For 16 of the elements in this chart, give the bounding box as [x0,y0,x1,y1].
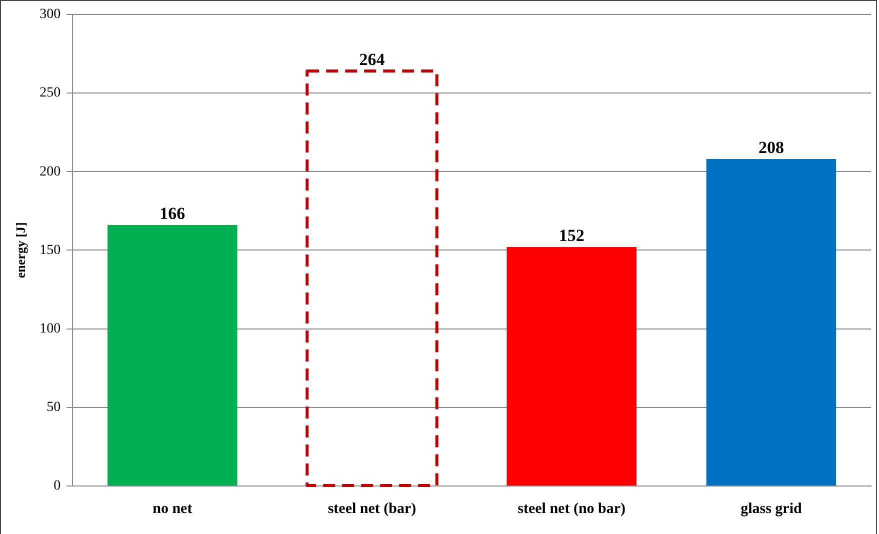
data-label: 208 [758,138,784,157]
y-tick-label: 150 [40,242,61,258]
x-tick-label: glass grid [740,500,802,517]
data-label: 166 [160,204,186,223]
x-tick-label: no net [152,500,192,517]
x-tick-label: steel net (no bar) [518,500,626,517]
y-tick-label: 200 [40,164,61,180]
y-tick-label: 250 [40,86,61,101]
data-label: 152 [558,226,584,245]
x-tick-label: steel net (bar) [328,500,416,517]
y-tick-label: 300 [40,7,61,22]
y-tick-label: 100 [40,321,61,336]
data-label: 264 [359,50,386,69]
y-tick-label: 0 [54,478,61,494]
y-tick-label: 50 [46,400,61,416]
y-axis-title: energy [J] [13,222,28,278]
